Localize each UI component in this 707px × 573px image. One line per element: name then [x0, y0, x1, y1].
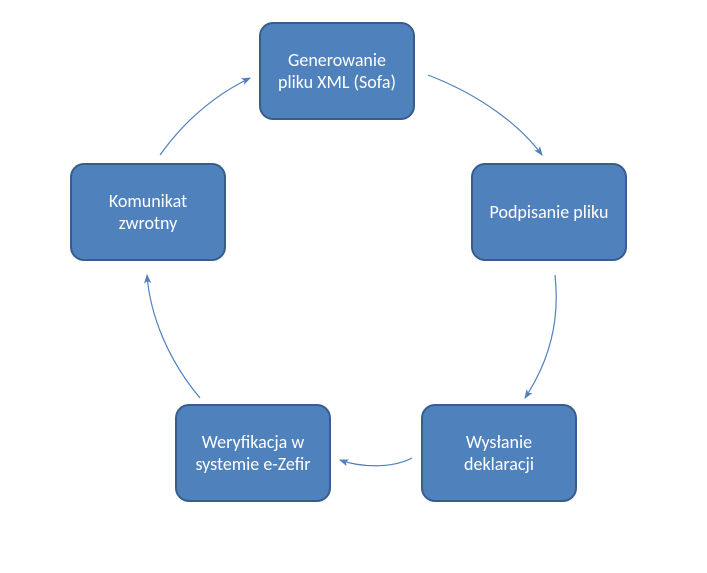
- flow-edge-n5-n1: [160, 78, 250, 155]
- flow-edge-n4-n5: [147, 275, 200, 398]
- flow-node-label: Wysłanie deklaracji: [431, 431, 567, 476]
- flow-node-n5: Komunikat zwrotny: [70, 163, 226, 261]
- flow-edge-n1-n2: [428, 75, 542, 155]
- flow-node-label: Generowanie pliku XML (Sofa): [269, 49, 405, 94]
- flow-node-n3: Wysłanie deklaracji: [421, 404, 577, 502]
- flow-edge-n2-n3: [525, 275, 556, 398]
- flow-edge-n3-n4: [340, 458, 412, 466]
- flow-node-n2: Podpisanie pliku: [471, 163, 627, 261]
- flow-node-label: Weryfikacja w systemie e-Zefir: [185, 431, 321, 476]
- flow-node-n1: Generowanie pliku XML (Sofa): [259, 22, 415, 120]
- flow-node-label: Komunikat zwrotny: [80, 190, 216, 235]
- flow-node-n4: Weryfikacja w systemie e-Zefir: [175, 404, 331, 502]
- flow-node-label: Podpisanie pliku: [490, 201, 609, 224]
